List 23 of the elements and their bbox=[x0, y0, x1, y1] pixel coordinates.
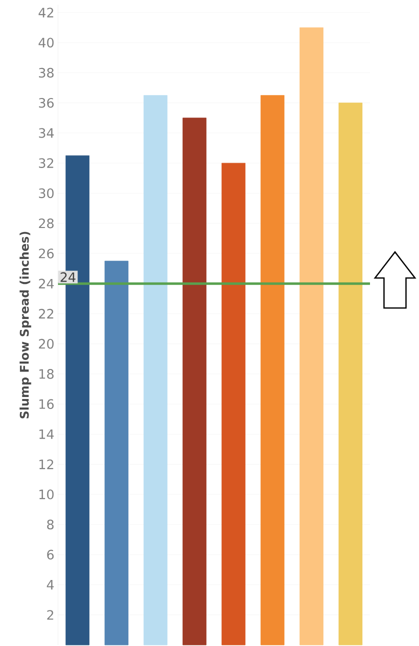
y-tick-label: 16 bbox=[39, 399, 54, 409]
y-tick-label: 24 bbox=[38, 278, 54, 288]
ref-line-label: 24 bbox=[60, 272, 76, 282]
y-tick-label: 14 bbox=[39, 429, 54, 439]
y-tick-label: 18 bbox=[39, 369, 54, 379]
y-tick-label: 6 bbox=[47, 550, 54, 560]
y-axis-title: Slump Flow Spread (inches) bbox=[20, 232, 32, 418]
y-tick-label: 22 bbox=[38, 308, 54, 319]
y-tick-label: 40 bbox=[38, 38, 54, 48]
y-tick-label: 26 bbox=[38, 248, 54, 258]
y-tick-label: 42 bbox=[38, 8, 54, 18]
y-tick-label: 34 bbox=[38, 128, 54, 138]
y-tick-label: 20 bbox=[38, 338, 54, 349]
y-tick-label: 4 bbox=[46, 580, 54, 590]
y-tick-label: 12 bbox=[39, 459, 54, 470]
y-tick-label: 38 bbox=[38, 68, 54, 78]
y-tick-label: 2 bbox=[47, 610, 54, 620]
y-tick-label: 32 bbox=[38, 158, 54, 168]
y-tick-label: 36 bbox=[38, 98, 54, 108]
y-tick-label: 30 bbox=[38, 188, 54, 198]
y-tick-label: 8 bbox=[47, 520, 54, 530]
y-tick-label: 10 bbox=[39, 490, 54, 500]
y-tick-label: 28 bbox=[38, 218, 54, 228]
